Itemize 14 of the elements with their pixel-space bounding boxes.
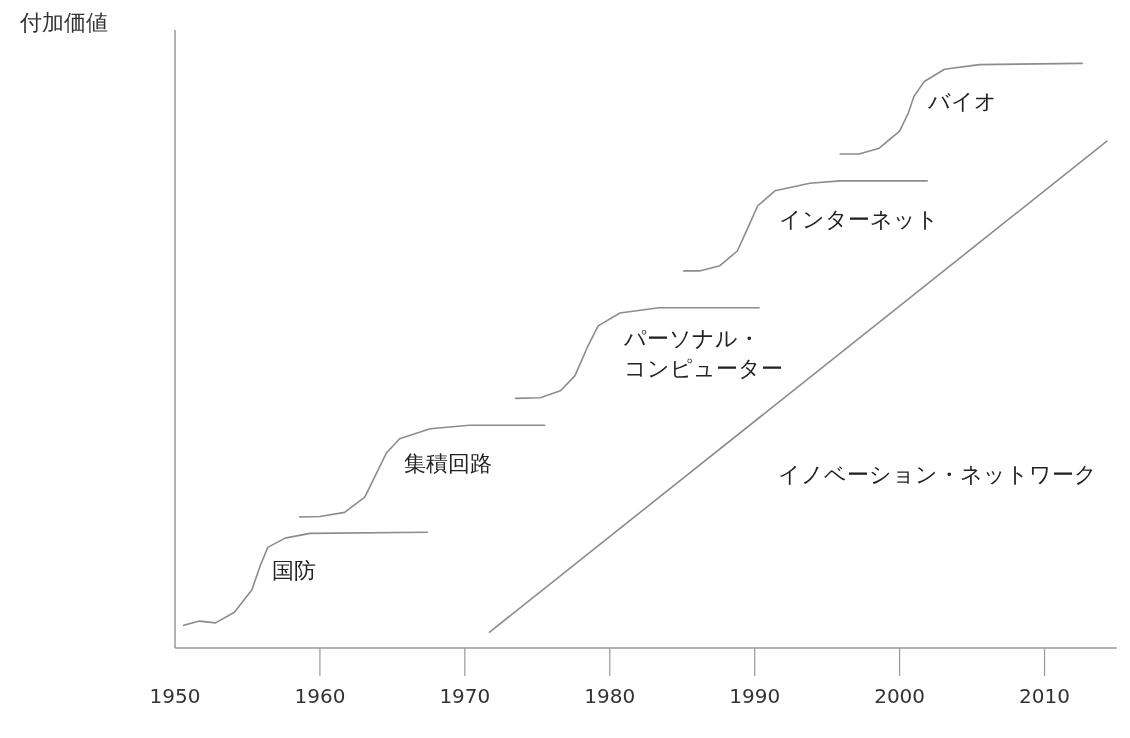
x-tick-label: 1960 xyxy=(294,684,346,708)
x-tick-label: 1970 xyxy=(439,684,491,708)
x-tick-label: 1950 xyxy=(149,684,201,708)
series-label: バイオ xyxy=(927,89,998,115)
series-label: 集積回路 xyxy=(403,451,492,477)
x-tick-label: 2010 xyxy=(1019,684,1070,708)
text: イノベーション・ネットワーク xyxy=(777,462,1097,488)
series-label: パーソナル・コンピューター xyxy=(622,325,783,381)
x-tick-label: 1990 xyxy=(729,684,781,708)
series-label: 国防 xyxy=(271,558,316,584)
series-label: インターネット xyxy=(778,206,939,232)
x-tick-label: 1980 xyxy=(584,684,636,708)
x-tick-label: 2000 xyxy=(874,684,926,708)
y-axis-title: 付加価値 xyxy=(19,10,108,35)
